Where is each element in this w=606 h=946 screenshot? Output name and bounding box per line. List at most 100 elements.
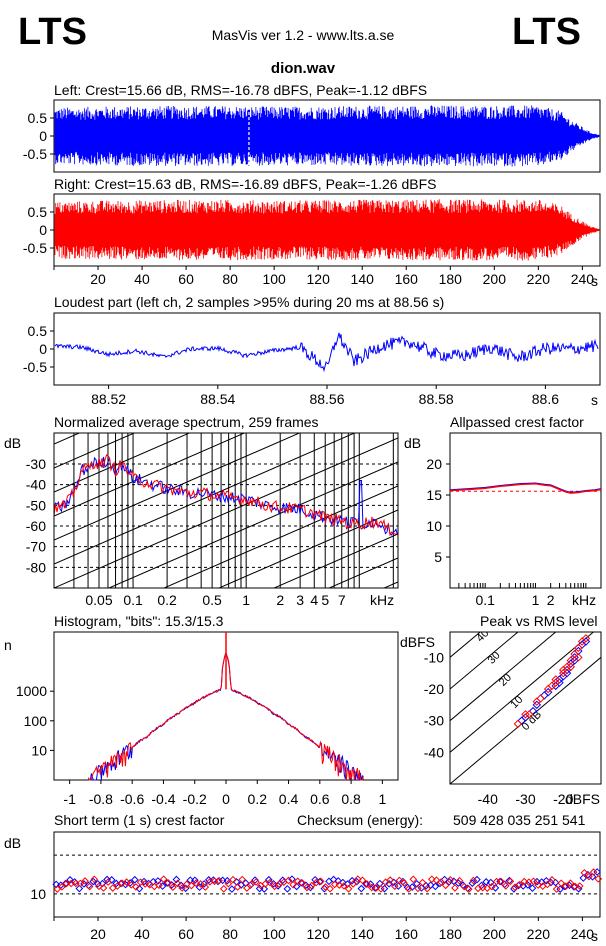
short-term-crest-point xyxy=(210,877,219,886)
allpassed-ylabel: dB xyxy=(404,435,421,451)
loudest-part-ytick-label: 0 xyxy=(39,341,47,357)
left-waveform-title: Left: Crest=15.66 dB, RMS=-16.78 dBFS, P… xyxy=(54,82,427,98)
right-waveform-xtick-label: 220 xyxy=(527,271,551,287)
left-waveform-ytick-label: 0.5 xyxy=(28,110,48,126)
short-term-crest-point xyxy=(243,884,251,892)
short-term-crest-point xyxy=(390,882,399,890)
short-term-crest-point xyxy=(376,879,384,888)
short-term-crest-point xyxy=(431,882,440,891)
short-term-crest-xtick-label: 180 xyxy=(439,926,463,942)
short-term-crest-point xyxy=(135,884,144,893)
short-term-xunit: s xyxy=(591,928,598,944)
spectrum-ytick-label: -70 xyxy=(26,539,46,555)
peak-vs-rms-ytick-label: -40 xyxy=(424,744,444,760)
short-term-crest-point xyxy=(501,882,510,890)
short-term-crest-point xyxy=(206,877,214,886)
peak-vs-rms-xlabel: dBFS xyxy=(565,791,600,807)
right-waveform-xtick-label: 240 xyxy=(571,271,595,287)
short-term-crest-point xyxy=(266,878,274,887)
right-waveform-ytick-label: 0 xyxy=(39,222,47,238)
allpassed-crest-right-line xyxy=(449,483,602,494)
loudest-part-title: Loudest part (left ch, 2 samples >95% du… xyxy=(54,294,444,310)
peak-vs-rms-crest-label: 40 xyxy=(474,627,491,644)
short-term-crest-point xyxy=(219,884,228,893)
short-term-crest-xtick-label: 40 xyxy=(134,926,150,942)
short-term-crest-xtick-label: 200 xyxy=(483,926,507,942)
allpassed-crest-xtick-label: 1 xyxy=(532,592,540,608)
short-term-crest-point xyxy=(340,882,348,890)
short-term-crest-point xyxy=(386,876,395,884)
peak-vs-rms-xtick-label: -30 xyxy=(515,791,535,807)
peak-vs-rms-point xyxy=(513,719,523,729)
peak-vs-rms-crest-line xyxy=(450,632,557,722)
spectrum-xtick-label: 2 xyxy=(276,592,284,608)
short-term-crest-point xyxy=(414,884,422,893)
short-term-crest-xtick-label: 100 xyxy=(262,926,286,942)
spectrum-frame xyxy=(53,432,399,589)
short-term-crest-point xyxy=(330,880,339,889)
peak-vs-rms-title: Peak vs RMS level xyxy=(480,613,597,629)
allpassed-crest-ytick-label: 10 xyxy=(426,518,442,534)
spectrum-slope-line xyxy=(54,433,136,469)
short-term-crest-point xyxy=(511,883,519,892)
short-term-crest-point xyxy=(85,882,94,891)
allpassed-crest-ytick-label: 15 xyxy=(426,487,442,503)
allpassed-crest-ytick-label: 20 xyxy=(426,456,442,472)
histogram-xtick-label: -0.2 xyxy=(183,791,207,807)
short-term-ylabel: dB xyxy=(4,835,21,851)
right-waveform-xtick-label: 80 xyxy=(222,271,238,287)
short-term-crest-point xyxy=(446,876,455,884)
histogram-xtick-label: -0.4 xyxy=(151,791,175,807)
short-term-crest-point xyxy=(529,877,538,886)
short-term-crest-point xyxy=(229,875,237,884)
short-term-crest-point xyxy=(223,876,232,885)
short-term-crest-point xyxy=(460,882,468,891)
peak-vs-rms-ytick-label: -30 xyxy=(424,713,444,729)
short-term-crest-xtick-label: 140 xyxy=(351,926,375,942)
short-term-crest-title: Short term (1 s) crest factor xyxy=(54,812,225,828)
short-term-crest-point xyxy=(362,880,370,888)
short-term-crest-point xyxy=(478,883,487,892)
short-term-crest-point xyxy=(404,885,413,893)
peak-vs-rms-point xyxy=(581,634,591,643)
app-version: MasVis ver 1.2 - www.lts.a.se xyxy=(212,27,395,43)
checksum-label: Checksum (energy): xyxy=(297,812,423,828)
spectrum-ytick-label: -30 xyxy=(26,456,46,472)
spectrum-xtick-label: 1 xyxy=(242,592,250,608)
histogram-ytick-label: 1000 xyxy=(16,683,47,699)
short-term-crest-point xyxy=(349,880,358,888)
peak-vs-rms-point xyxy=(574,643,583,653)
spectrum-slope-line xyxy=(54,433,191,493)
loudest-part-ytick-label: -0.5 xyxy=(23,359,47,375)
histogram-xtick-label: 0.8 xyxy=(341,791,361,807)
histogram-ytick-label: 100 xyxy=(24,713,48,729)
short-term-crest-point xyxy=(130,875,139,884)
right-waveform-xtick-label: 60 xyxy=(178,271,194,287)
peak-vs-rms-crest-label: 0 dB xyxy=(520,709,544,733)
allpassed-crest-frame xyxy=(449,432,602,589)
short-term-crest-point xyxy=(252,878,260,886)
peak-vs-rms-xtick-label: -40 xyxy=(478,791,498,807)
short-term-crest-point xyxy=(451,884,459,892)
short-term-crest-point xyxy=(297,879,306,887)
short-term-crest-point xyxy=(571,882,579,891)
peak-vs-rms-crest-line xyxy=(450,632,595,753)
histogram-xtick-label: 0 xyxy=(222,791,230,807)
spectrum-ytick-label: -50 xyxy=(26,497,46,513)
short-term-crest-point xyxy=(482,878,490,886)
short-term-crest-point xyxy=(159,875,168,883)
spectrum-ytick-label: -40 xyxy=(26,477,46,493)
left-waveform-signal xyxy=(54,105,600,167)
peak-vs-rms-ylabel: dBFS xyxy=(400,634,435,650)
right-waveform-xtick-label: 120 xyxy=(307,271,331,287)
short-term-crest-point xyxy=(580,868,589,877)
short-term-crest-point xyxy=(562,882,570,891)
short-term-crest-point xyxy=(265,875,273,884)
peak-vs-rms-point xyxy=(566,656,576,665)
allpassed-crest-ytick-label: 5 xyxy=(434,549,442,565)
spectrum-ylabel: dB xyxy=(4,435,21,451)
left-waveform-ytick-label: -0.5 xyxy=(23,146,47,162)
short-term-crest-point xyxy=(575,882,584,890)
short-term-crest-point xyxy=(474,884,482,893)
short-term-crest-point xyxy=(288,875,296,883)
